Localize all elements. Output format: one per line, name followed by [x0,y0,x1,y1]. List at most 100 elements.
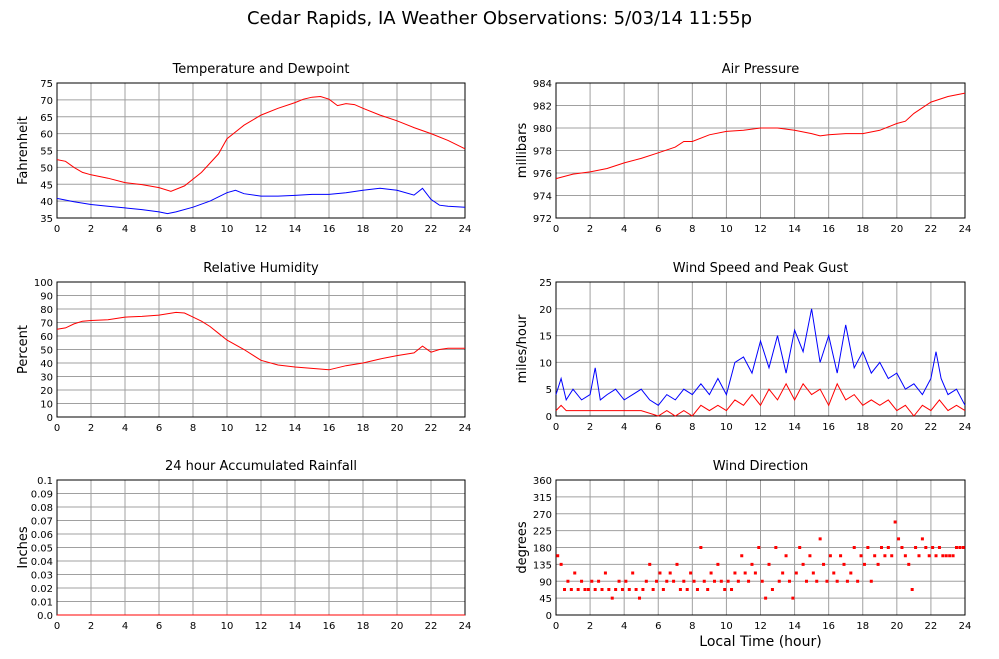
data-point [798,546,802,549]
data-point [791,596,795,600]
y-tick-label: 90 [40,292,53,303]
data-point [903,554,907,558]
x-tick-label: 8 [190,423,196,434]
data-point [692,579,696,583]
y-tick-label: 100 [34,278,53,289]
data-point [736,579,740,583]
data-point [958,546,962,549]
data-point [627,588,631,591]
data-point [832,571,836,575]
data-point [774,546,778,549]
x-tick-label: 10 [720,422,733,433]
x-tick-label: 2 [587,224,593,235]
data-point [709,571,713,575]
data-point [740,554,744,558]
x-tick-label: 6 [655,621,661,632]
data-point [852,546,856,549]
y-tick-label: 50 [40,163,53,174]
x-tick-label: 2 [88,423,94,434]
y-tick-label: 15 [539,332,552,343]
x-tick-label: 22 [925,224,938,235]
data-point [781,571,785,575]
x-tick-label: 6 [156,224,162,235]
data-point [760,579,764,583]
y-tick-label: 45 [539,594,552,605]
x-tick-label: 6 [156,423,162,434]
data-point [614,588,618,591]
data-point [593,588,597,591]
data-point [641,588,645,591]
data-point [723,588,727,591]
data-point [699,546,703,549]
x-tick-label: 6 [655,224,661,235]
x-tick-label: 6 [156,621,162,632]
y-tick-label: 70 [40,96,53,107]
y-tick-label: 60 [40,332,53,343]
data-point [948,554,952,558]
series-line [555,92,966,180]
y-tick-label: 20 [40,386,53,397]
y-tick-label: 25 [539,278,552,289]
x-tick-label: 14 [788,224,801,235]
x-tick-label: 20 [890,224,903,235]
data-point [914,546,918,549]
y-tick-label: 982 [533,102,552,113]
data-point [644,579,648,583]
data-point [883,554,887,558]
data-point [638,596,642,600]
y-tick-label: 90 [539,577,552,588]
data-point [879,546,883,549]
data-point [941,554,945,558]
data-point [661,588,665,591]
plot-frame [56,82,466,219]
y-tick-label: 75 [40,79,53,90]
x-tick-label: 10 [221,621,234,632]
data-point [743,571,747,575]
y-tick-label: 70 [40,319,53,330]
data-point [805,579,809,583]
data-point [856,579,860,583]
y-tick-label: 972 [533,214,552,225]
data-point [665,579,669,583]
x-tick-label: 22 [425,423,438,434]
data-point [900,546,904,549]
y-axis-label: miles/hour [515,314,530,383]
y-tick-label: 65 [40,113,53,124]
y-axis-label: degrees [515,521,530,574]
x-tick-label: 10 [720,621,733,632]
x-tick-label: 24 [959,224,972,235]
data-point [706,588,710,591]
x-tick-label: 10 [221,224,234,235]
y-axis-label: millibars [515,123,530,179]
data-point [862,562,866,566]
y-tick-label: 0.07 [31,517,53,528]
y-tick-label: 60 [40,130,53,141]
y-tick-label: 40 [40,359,53,370]
plot-frame [555,281,966,417]
data-point [689,571,693,575]
y-tick-label: 360 [533,476,552,487]
data-point [678,588,682,591]
x-tick-label: 12 [754,621,767,632]
x-tick-label: 2 [88,621,94,632]
y-tick-label: 976 [533,169,552,180]
y-tick-label: 0.04 [31,557,53,568]
x-tick-label: 8 [190,621,196,632]
chart-title: 24 hour Accumulated Rainfall [165,459,357,474]
data-point [702,579,706,583]
data-point [651,588,655,591]
data-point [910,588,914,591]
x-tick-label: 10 [720,224,733,235]
data-point [886,546,890,549]
data-point [695,588,699,591]
x-tick-label: 20 [391,224,404,235]
x-tick-label: 10 [221,423,234,434]
data-point [784,554,788,558]
data-point [716,562,720,566]
data-point [607,588,611,591]
y-tick-label: 5 [546,385,552,396]
data-point [648,562,652,566]
data-point [845,579,849,583]
